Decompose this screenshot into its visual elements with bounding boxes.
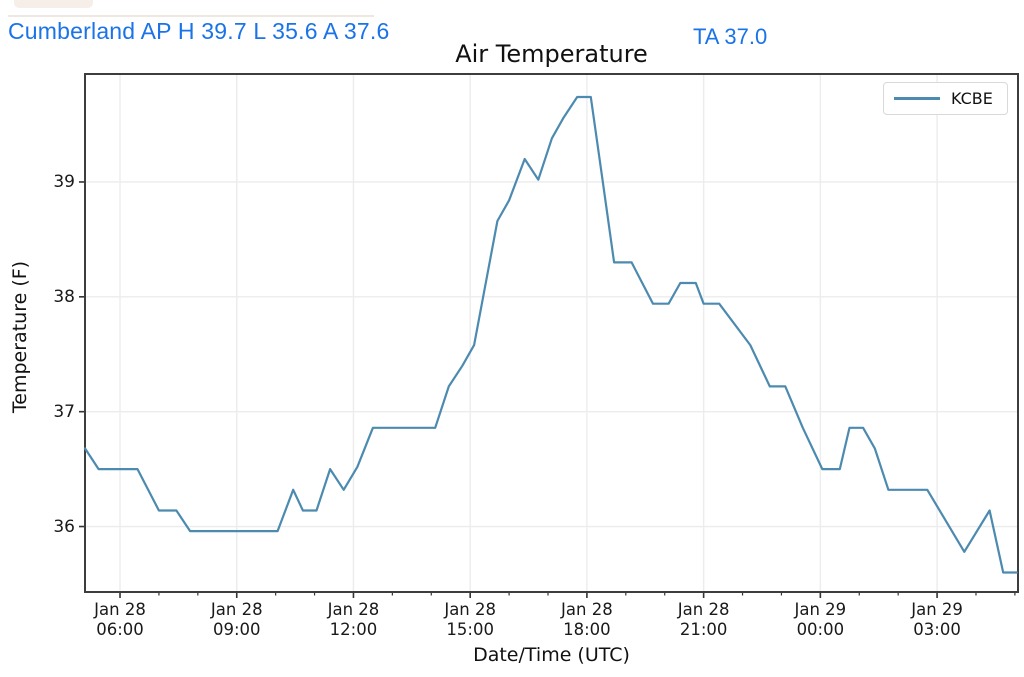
y-tick-label: 39 xyxy=(53,171,75,192)
plot-border xyxy=(84,73,1019,593)
temperature-series-line xyxy=(83,95,1018,574)
y-tick-label: 37 xyxy=(53,401,75,422)
x-tick-label: Jan 29 00:00 xyxy=(794,600,847,639)
station-summary-text: Cumberland AP H 39.7 L 35.6 A 37.6 xyxy=(8,18,390,44)
x-tick-label: Jan 28 09:00 xyxy=(210,600,263,639)
y-axis-label: Temperature (F) xyxy=(9,260,31,414)
legend-label: KCBE xyxy=(951,89,993,108)
x-tick-label: Jan 28 15:00 xyxy=(444,600,497,639)
x-tick-label: Jan 29 03:00 xyxy=(911,600,963,639)
x-axis-label: Date/Time (UTC) xyxy=(473,644,630,666)
legend: KCBE xyxy=(883,82,1008,115)
window-tab-fragment[interactable] xyxy=(14,0,93,8)
chart-title: Air Temperature xyxy=(455,40,648,68)
y-tick-label: 38 xyxy=(53,286,75,307)
x-tick-label: Jan 28 12:00 xyxy=(327,600,380,639)
legend-line-sample xyxy=(894,97,940,100)
header-divider xyxy=(8,15,374,17)
x-tick-label: Jan 28 21:00 xyxy=(677,600,730,639)
current-temp-text: TA 37.0 xyxy=(693,24,768,49)
x-tick-label: Jan 28 18:00 xyxy=(561,600,613,639)
x-tick-label: Jan 28 06:00 xyxy=(94,600,146,639)
y-tick-label: 36 xyxy=(53,516,75,537)
